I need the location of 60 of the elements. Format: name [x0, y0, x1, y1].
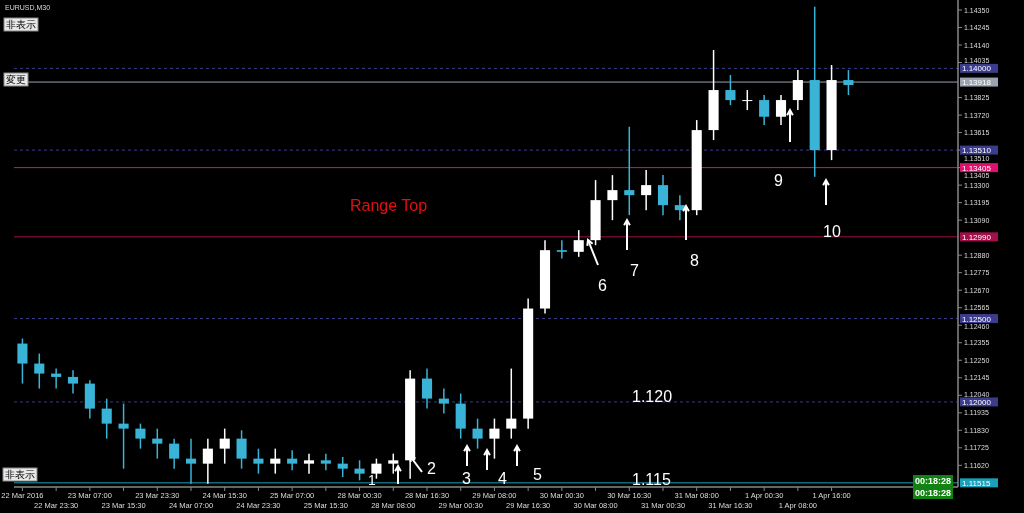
candlestick [759, 94, 770, 126]
ref-line-label: 1.14000 [962, 64, 992, 74]
candlestick [556, 239, 567, 260]
candlestick [641, 169, 652, 211]
candlestick [725, 74, 736, 106]
candlestick [118, 402, 129, 470]
candlestick [67, 369, 79, 395]
candlestick [253, 447, 264, 475]
annotation: 10 [823, 223, 841, 240]
candlestick [843, 69, 854, 96]
candlestick [354, 459, 365, 482]
candlestick [219, 427, 230, 465]
candlestick [792, 69, 803, 111]
candlestick [624, 126, 635, 216]
candlestick [506, 367, 517, 440]
candlestick [320, 452, 331, 472]
candlestick [202, 437, 213, 485]
annotation: 4 [498, 470, 507, 487]
annotation: 3 [462, 470, 471, 487]
candlestick [135, 422, 146, 450]
candlestick [270, 447, 281, 475]
candlestick [438, 387, 449, 415]
text: 00:18:28 [915, 488, 952, 498]
ref-line-label: 1.11515 [962, 478, 991, 488]
annotation: 8 [690, 252, 699, 269]
annotation: 変更 [6, 74, 26, 85]
ref-line-label: 1.13918 [962, 78, 992, 88]
candlestick [101, 397, 112, 440]
annotation: 9 [774, 172, 783, 189]
annotation: 7 [630, 262, 639, 279]
annotation: 1.120 [632, 388, 673, 405]
candlestick [185, 437, 197, 485]
ref-line-label: 1.12500 [962, 314, 992, 324]
y-tick-label: 1.13510 [962, 146, 992, 156]
ref-line-label: 1.12990 [962, 232, 992, 242]
candlestick [472, 417, 483, 450]
candlestick [152, 427, 163, 460]
candlestick [657, 174, 669, 216]
candlestick [236, 429, 247, 470]
candlestick [34, 352, 45, 390]
ref-line-label: 1.12000 [962, 397, 992, 407]
annotation: 非表示 [5, 469, 35, 480]
y-tick-label: 1.13405 [962, 163, 992, 173]
candlestick [17, 337, 28, 385]
candlestick [337, 456, 348, 478]
annotation: 5 [533, 466, 542, 483]
candlestick [421, 367, 433, 410]
annotation: 非表示 [6, 19, 36, 30]
candlestick [742, 89, 753, 111]
candlestick [573, 229, 584, 258]
annotation: 00:18:28 [915, 476, 952, 486]
annotation: Range Top [350, 197, 428, 214]
candlestick [287, 449, 298, 472]
candlestick [303, 452, 315, 475]
annotation: 6 [598, 277, 607, 294]
annotation: 1 [368, 472, 376, 488]
annotation: 1.115 [632, 471, 671, 488]
candlestick [169, 437, 180, 470]
annotation: 2 [427, 460, 436, 477]
candlestick [607, 174, 618, 221]
